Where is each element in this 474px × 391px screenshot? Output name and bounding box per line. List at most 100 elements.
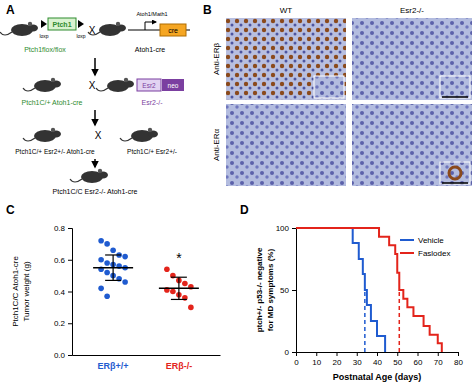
promoter-arrow: [145, 22, 156, 30]
tick-label: 0: [285, 348, 290, 357]
label: loxp: [39, 33, 48, 39]
label: loxp: [76, 33, 85, 39]
survival-line: [296, 228, 442, 352]
point: [104, 270, 110, 276]
error-cap: [171, 277, 187, 278]
row-header: Anti-ERβ: [212, 43, 221, 76]
point: [98, 257, 104, 263]
label: Ptch1C/+ Esr2+/- Atoh1-cre: [15, 148, 95, 155]
tick-label: ERβ+/+: [98, 361, 129, 371]
point: [98, 286, 104, 292]
tick: 10: [312, 352, 321, 367]
panel-c: C0.00.20.40.60.8ERβ+/+ERβ-/-Ptch1C/C Ato…: [6, 203, 221, 371]
label: Atoh1-cre: [135, 46, 165, 53]
axis: ERβ+/+ ERβ-/-: [73, 355, 221, 371]
tick: ERβ-/-: [166, 355, 193, 371]
tick: 0.4: [54, 288, 72, 297]
error-stem: [178, 277, 179, 299]
inset-stain: [449, 167, 461, 179]
tick-mark: [292, 290, 296, 291]
label: Esr2: [142, 82, 156, 89]
tick-label: 0.4: [54, 288, 66, 297]
mouse: [70, 169, 108, 183]
axis-line: [68, 229, 73, 356]
panel-label: C: [6, 203, 15, 217]
error-cap: [105, 254, 121, 255]
arrow: [94, 159, 96, 167]
inset: [440, 162, 470, 184]
tick-mark: [68, 323, 72, 324]
tick-label: 70: [434, 358, 443, 367]
axis: 0.00.20.40.60.8: [54, 224, 73, 360]
label: Ptch1C/+ Atoh1-cre: [22, 99, 83, 106]
axis-title: Ptch1C/C Atoh1-cre: [11, 256, 20, 327]
panel-label: A: [6, 3, 15, 17]
survival-line: [296, 228, 385, 352]
mouse-tail: [120, 138, 132, 141]
mouse-tail: [88, 32, 100, 35]
tick-label: 50: [280, 286, 289, 295]
scale-bar: [442, 182, 468, 184]
point: [170, 289, 176, 295]
mouse-ear: [98, 169, 102, 173]
tick-mark: [68, 355, 72, 356]
legend-label: Vehicle: [418, 236, 444, 245]
axis-line: [73, 355, 221, 356]
tick: 0.0: [54, 351, 72, 360]
tick: 40: [373, 352, 382, 367]
mouse-ear: [51, 78, 55, 82]
point: [104, 241, 110, 247]
tick: 20: [333, 352, 342, 367]
label: Esr2-/-: [142, 99, 164, 106]
tick-label: 20: [333, 358, 342, 367]
cross: X: [89, 80, 96, 91]
mouse: [88, 22, 126, 36]
ihc-image: [226, 104, 346, 186]
legend-label: Faslodex: [418, 249, 450, 258]
inset: [440, 76, 470, 98]
point: [104, 260, 110, 266]
tick-label: ERβ-/-: [166, 361, 193, 371]
axis-title: for MD symptoms (%): [266, 249, 275, 332]
point: [104, 293, 110, 299]
tick-mark: [377, 352, 378, 356]
tick-mark: [292, 228, 296, 229]
point: [188, 305, 194, 311]
tick: 100: [276, 224, 296, 233]
point: [110, 247, 116, 253]
tick: 0: [285, 348, 296, 357]
panel-a: APtch1loxploxpPtch1flox/floxXAtoh1/Math1…: [0, 3, 190, 195]
panel-label: D: [240, 203, 249, 217]
mouse-tail: [0, 32, 12, 35]
tick-mark: [397, 352, 398, 356]
tick-label: 0.2: [54, 319, 66, 328]
ihc-image: [226, 18, 346, 100]
tick-mark: [296, 352, 297, 356]
tick-label: 0.8: [54, 224, 66, 233]
mouse-ear: [28, 22, 32, 26]
mouse: [23, 78, 61, 92]
tick: ERβ+/+: [98, 355, 129, 371]
ihc-image: [352, 104, 472, 186]
significance: *: [176, 250, 182, 266]
figure: APtch1loxploxpPtch1flox/floxXAtoh1/Math1…: [0, 0, 474, 391]
label: cre: [168, 27, 178, 34]
tick-mark: [357, 352, 358, 356]
axis-line: [292, 229, 297, 353]
point: [98, 238, 104, 244]
mouse-tail: [23, 88, 35, 91]
point: [122, 254, 128, 260]
axis-title: Postnatal Age (days): [333, 372, 422, 382]
panel-d: D05010001020304050607080Postnatal Age (d…: [240, 203, 463, 382]
tick-mark: [292, 352, 296, 353]
panel-b: BWTEsr2-/-Anti-ERβAnti-ERα: [203, 3, 472, 186]
tick-mark: [316, 352, 317, 356]
label: Ptch1: [52, 21, 71, 28]
tick: 50: [393, 352, 402, 367]
tick-mark: [68, 228, 72, 229]
tick: 30: [353, 352, 362, 367]
tick-label: 30: [353, 358, 362, 367]
tick: 0.2: [54, 319, 72, 328]
column-header: Esr2-/-: [400, 6, 424, 15]
label: Ptch1C/+ Esr2+/-: [127, 148, 177, 155]
